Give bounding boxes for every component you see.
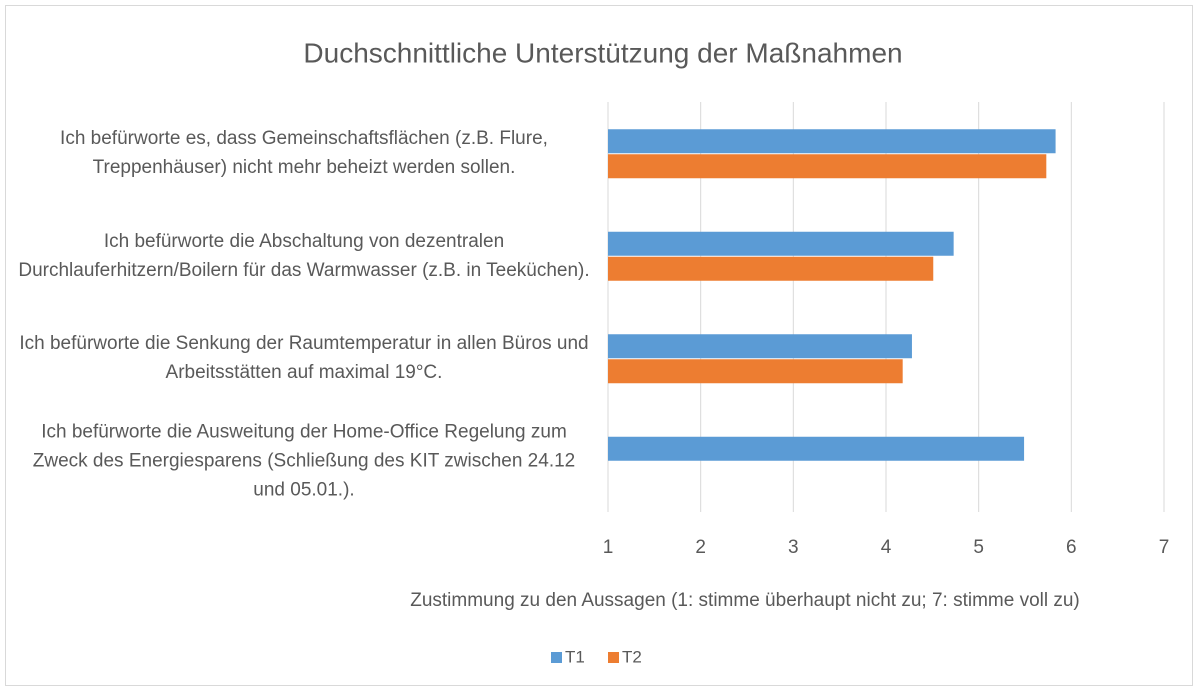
category-label: Ich befürworte die Ausweitung der Home-O… (32, 421, 576, 501)
chart-border (5, 5, 1193, 686)
legend-swatch (608, 652, 619, 663)
x-tick-label: 4 (881, 537, 892, 558)
category-label: Ich befürworte es, dass Gemeinschaftsflä… (60, 128, 548, 179)
bar (608, 231, 954, 256)
legend-label: T2 (622, 647, 642, 666)
x-axis-label: Zustimmung zu den Aussagen (1: stimme üb… (410, 590, 1080, 611)
x-tick-label: 3 (788, 537, 799, 558)
bar (608, 436, 1025, 461)
x-tick-label: 1 (603, 537, 614, 558)
bar (608, 154, 1047, 179)
chart-title: Duchschnittliche Unterstützung der Maßna… (303, 37, 902, 68)
bar (608, 129, 1056, 154)
x-tick-label: 5 (973, 537, 984, 558)
legend-label: T1 (565, 647, 585, 666)
x-tick-label: 6 (1066, 537, 1077, 558)
legend-swatch (551, 652, 562, 663)
category-label: Ich befürworte die Senkung der Raumtempe… (19, 333, 589, 384)
x-tick-label: 2 (695, 537, 706, 558)
bar (608, 359, 903, 384)
bar (608, 334, 912, 359)
x-tick-label: 7 (1159, 537, 1170, 558)
category-label: Ich befürworte die Abschaltung von dezen… (18, 230, 590, 281)
bar (608, 256, 934, 281)
